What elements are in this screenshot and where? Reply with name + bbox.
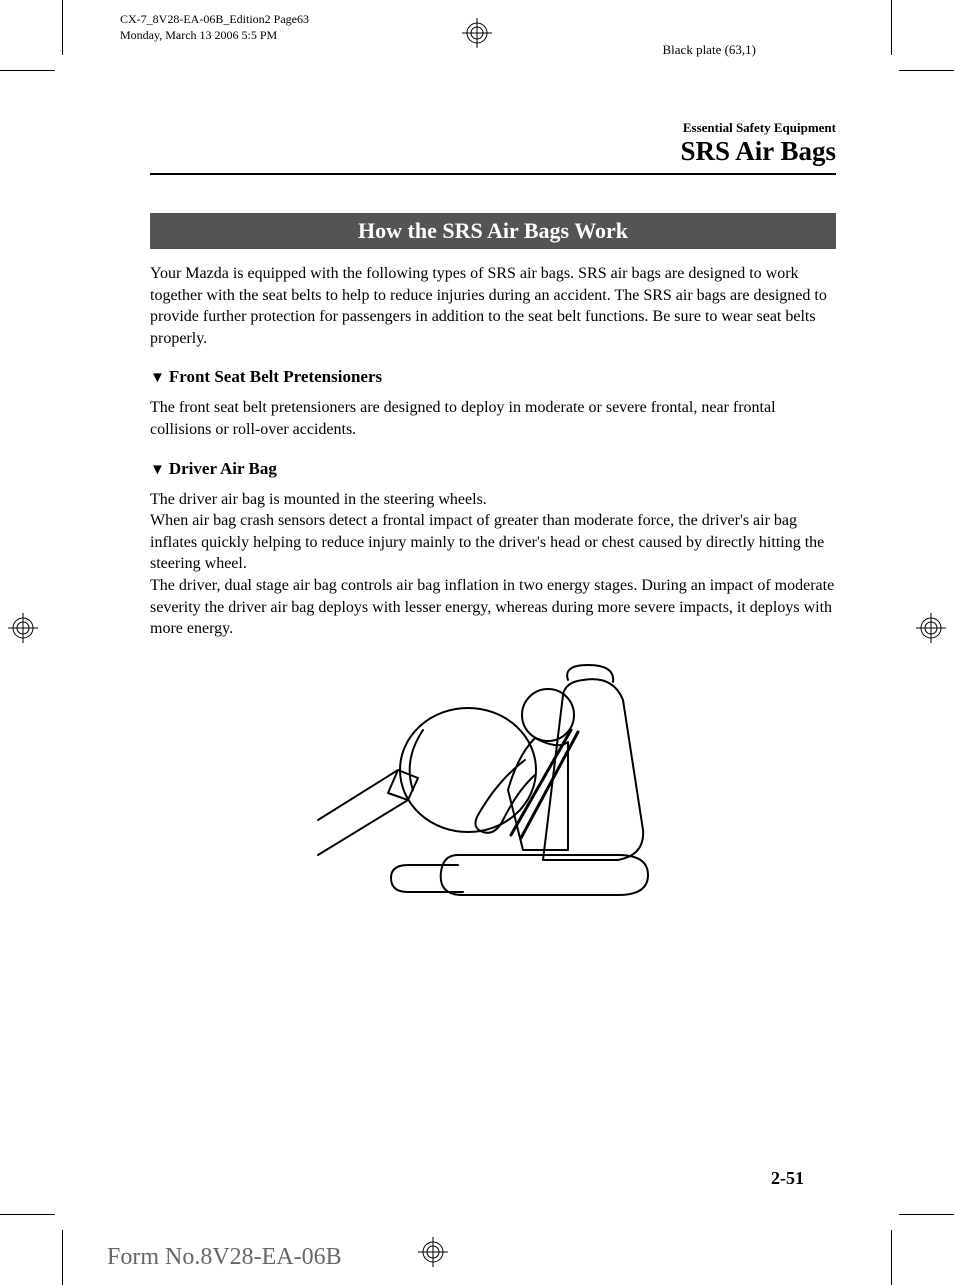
section-label: SRS Air Bags xyxy=(150,136,836,167)
subsection-heading-text: Front Seat Belt Pretensioners xyxy=(169,367,382,386)
subsection-heading: ▼Front Seat Belt Pretensioners xyxy=(150,367,836,387)
form-number: Form No.8V28-EA-06B xyxy=(107,1244,342,1271)
crop-mark xyxy=(891,0,892,55)
running-header: Essential Safety Equipment SRS Air Bags xyxy=(150,120,836,167)
chapter-label: Essential Safety Equipment xyxy=(150,120,836,136)
subsection-heading-text: Driver Air Bag xyxy=(169,459,277,478)
airbag-illustration xyxy=(150,660,836,915)
page-content: Essential Safety Equipment SRS Air Bags … xyxy=(150,120,836,915)
subsection-heading: ▼Driver Air Bag xyxy=(150,459,836,479)
crop-mark xyxy=(62,0,63,55)
registration-mark-icon xyxy=(418,1237,448,1267)
crop-mark xyxy=(0,70,55,71)
registration-mark-icon xyxy=(916,613,946,643)
crop-mark xyxy=(0,1214,55,1215)
subsection-body: The front seat belt pretensioners are de… xyxy=(150,397,836,440)
header-rule xyxy=(150,173,836,175)
document-id-line: CX-7_8V28-EA-06B_Edition2 Page63 xyxy=(120,12,309,28)
intro-paragraph: Your Mazda is equipped with the followin… xyxy=(150,263,836,349)
crop-mark xyxy=(891,1230,892,1285)
crop-mark xyxy=(899,70,954,71)
document-date-line: Monday, March 13 2006 5:5 PM xyxy=(120,28,309,44)
registration-mark-icon xyxy=(8,613,38,643)
document-meta: CX-7_8V28-EA-06B_Edition2 Page63 Monday,… xyxy=(120,12,309,43)
plate-info: Black plate (63,1) xyxy=(663,42,757,58)
triangle-bullet-icon: ▼ xyxy=(150,370,165,387)
crop-mark xyxy=(899,1214,954,1215)
page-number: 2-51 xyxy=(771,1168,804,1189)
crop-mark xyxy=(62,1230,63,1285)
triangle-bullet-icon: ▼ xyxy=(150,462,165,479)
registration-mark-icon xyxy=(462,18,492,48)
section-title-bar: How the SRS Air Bags Work xyxy=(150,213,836,249)
subsection-body: The driver air bag is mounted in the ste… xyxy=(150,489,836,640)
